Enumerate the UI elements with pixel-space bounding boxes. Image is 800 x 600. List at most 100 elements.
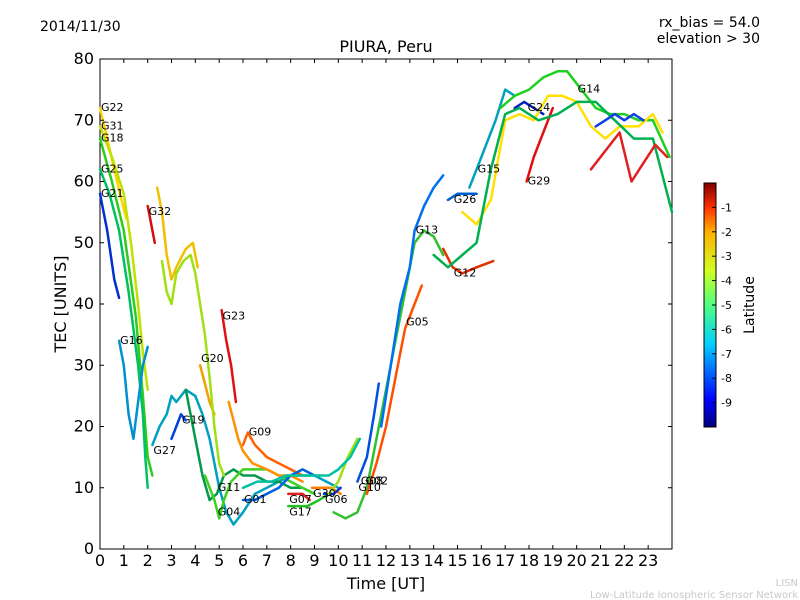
series-line-g19	[170, 413, 188, 441]
series-line-g17	[287, 492, 331, 508]
satellite-label-g07: G07	[289, 493, 312, 506]
date-label: 2014/11/30	[40, 19, 121, 35]
series-line-g32	[146, 204, 157, 245]
series-line-g04	[203, 468, 316, 520]
colorbar-tick-label: -4	[721, 275, 732, 288]
series-layer	[98, 70, 674, 526]
x-tick-label: 17	[495, 551, 515, 570]
y-tick-label: 80	[74, 49, 94, 68]
footer-org-short: LISN	[776, 578, 798, 589]
satellite-label-g16: G16	[120, 334, 143, 347]
series-line-g09	[241, 431, 304, 477]
x-tick-label: 14	[423, 551, 443, 570]
series-line-g26	[446, 192, 478, 202]
series-line-g29	[525, 106, 555, 183]
series-line-g02	[327, 437, 359, 496]
y-tick-label: 40	[74, 294, 94, 313]
chart-title: PIURA, Peru	[339, 37, 432, 56]
satellite-label-g21: G21	[101, 187, 124, 200]
satellite-label-g08: G08	[361, 475, 384, 488]
x-tick-label: 18	[519, 551, 539, 570]
series-line-g23	[220, 308, 238, 404]
satellite-label-g15: G15	[478, 162, 501, 175]
colorbar-tick-label: -5	[721, 299, 732, 312]
series-line-g22	[98, 106, 128, 220]
satellite-label-g30: G30	[313, 487, 336, 500]
footer-org-long: Low-Latitude Ionospheric Sensor Network	[590, 590, 798, 600]
colorbar-label: Latitude	[742, 276, 758, 334]
colorbar-tick-layer: -1 -2 -3 -4 -5 -6 -7 -8 -9	[712, 201, 732, 410]
satellite-label-g23: G23	[223, 309, 246, 322]
colorbar-tick-label: -6	[721, 323, 732, 336]
satellite-label-g29: G29	[528, 175, 551, 188]
x-tick-label: 22	[614, 551, 634, 570]
series-line-g18	[98, 137, 154, 477]
x-tick-label: 12	[376, 551, 396, 570]
series-line-g11	[184, 388, 316, 502]
satellite-label-g19: G19	[182, 413, 205, 426]
y-tick-label: 50	[74, 233, 94, 252]
series-line-g21	[98, 192, 121, 300]
satellite-label-g18: G18	[101, 132, 124, 145]
colorbar-tick-label: -8	[721, 372, 732, 385]
satellite-label-g31: G31	[101, 119, 124, 132]
elevation-label: elevation > 30	[657, 31, 760, 47]
satellite-label-g25: G25	[101, 162, 124, 175]
series-line-g12	[441, 247, 495, 275]
satellite-label-g22: G22	[101, 101, 124, 114]
x-tick-label: 2	[143, 551, 153, 570]
series-line-g31	[98, 125, 149, 392]
x-axis-label: Time [UT]	[346, 574, 425, 593]
satellite-label-g27: G27	[153, 444, 176, 457]
satellite-label-g11: G11	[218, 481, 241, 494]
x-tick-label: 19	[543, 551, 563, 570]
satellite-label-layer: G22G31G18G25G21G32G16G27G19G20G23G09G11G…	[101, 83, 600, 519]
satellite-label-g20: G20	[201, 352, 224, 365]
x-tick-label: 5	[214, 551, 224, 570]
satellite-label-g32: G32	[149, 205, 172, 218]
x-tick-label: 11	[352, 551, 372, 570]
x-tick-label: 10	[328, 551, 348, 570]
series-line-unlabeled-31	[432, 100, 674, 269]
y-tick-layer: 0 10 20 30 40 50 60 70 80	[74, 49, 672, 558]
satellite-label-g09: G09	[249, 426, 272, 439]
y-tick-label: 60	[74, 172, 94, 191]
series-line-g07	[287, 492, 311, 502]
series-line-g25	[98, 168, 149, 490]
series-line-unlabeled-34	[160, 253, 226, 477]
satellite-label-g04: G04	[218, 505, 241, 518]
satellite-label-g10: G10	[358, 481, 381, 494]
x-tick-label: 4	[190, 551, 200, 570]
series-line-g13	[379, 174, 445, 428]
satellite-label-g13: G13	[416, 224, 439, 237]
series-line-unlabeled-35	[155, 186, 199, 281]
satellite-label-g14: G14	[578, 83, 601, 96]
x-tick-label: 15	[447, 551, 467, 570]
satellite-label-g01: G01	[244, 493, 267, 506]
satellite-label-g24: G24	[528, 101, 551, 114]
x-tick-label: 23	[638, 551, 658, 570]
series-line-g05	[365, 284, 424, 496]
colorbar-tick-label: -9	[721, 397, 732, 410]
y-tick-label: 10	[74, 478, 94, 497]
y-tick-label: 0	[84, 539, 94, 558]
satellite-label-g06: G06	[325, 493, 348, 506]
x-tick-label: 9	[309, 551, 319, 570]
y-axis-label: TEC [UNITS]	[51, 256, 70, 354]
x-tick-label: 7	[262, 551, 272, 570]
series-line-g06	[322, 486, 342, 496]
satellite-label-g05: G05	[406, 315, 429, 328]
series-line-unlabeled-33	[594, 112, 645, 128]
x-tick-label: 16	[471, 551, 491, 570]
x-tick-label: 6	[238, 551, 248, 570]
x-tick-label: 1	[119, 551, 129, 570]
x-tick-label: 8	[286, 551, 296, 570]
colorbar-tick-label: -2	[721, 226, 732, 239]
series-line-unlabeled-37	[241, 437, 362, 490]
x-tick-label: 20	[566, 551, 586, 570]
series-line-g01	[241, 468, 316, 502]
colorbar-tick-label: -1	[721, 201, 732, 214]
series-line-unlabeled-32	[589, 131, 669, 183]
x-tick-label: 13	[400, 551, 420, 570]
